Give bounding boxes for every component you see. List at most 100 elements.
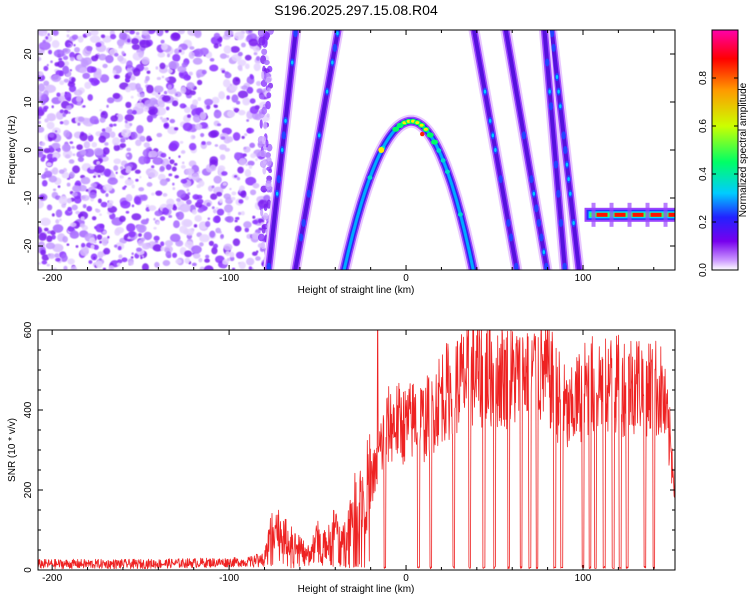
band-spur bbox=[645, 202, 650, 227]
streak-core bbox=[514, 262, 519, 270]
noise-blob bbox=[131, 213, 142, 221]
noise-blob bbox=[145, 218, 150, 222]
streak-core-hot bbox=[290, 60, 294, 65]
noise-blob bbox=[171, 166, 177, 172]
noise-blob bbox=[148, 205, 157, 212]
noise-blob bbox=[180, 178, 188, 184]
band-green bbox=[589, 212, 675, 217]
noise-blob bbox=[40, 156, 45, 162]
noise-blob bbox=[258, 144, 262, 148]
noise-blob bbox=[116, 39, 125, 47]
noise-blob bbox=[41, 180, 48, 187]
streak-core bbox=[506, 218, 511, 227]
noise-blob bbox=[47, 32, 51, 37]
noise-blob bbox=[124, 30, 131, 33]
noise-blob bbox=[102, 267, 107, 270]
noise-blob bbox=[67, 225, 75, 232]
noise-blob bbox=[71, 34, 79, 40]
noise-blob bbox=[263, 121, 268, 129]
noise-blob bbox=[182, 122, 193, 132]
noise-blob bbox=[249, 98, 256, 104]
noise-blob bbox=[119, 175, 124, 179]
noise-blob bbox=[118, 254, 123, 259]
noise-blob bbox=[226, 95, 230, 100]
noise-blob bbox=[168, 60, 180, 70]
noise-blob bbox=[186, 75, 191, 80]
noise-speckle bbox=[38, 30, 275, 270]
noise-blob bbox=[87, 32, 92, 36]
noise-blob bbox=[74, 91, 77, 94]
noise-blob bbox=[88, 260, 93, 264]
noise-blob bbox=[266, 113, 270, 118]
band-red bbox=[632, 212, 644, 217]
noise-blob bbox=[89, 35, 101, 44]
noise-blob bbox=[55, 257, 61, 262]
noise-blob bbox=[73, 44, 76, 47]
noise-blob bbox=[91, 141, 98, 148]
noise-blob bbox=[79, 132, 88, 142]
noise-blob bbox=[253, 52, 258, 56]
noise-blob bbox=[115, 171, 118, 175]
noise-blob bbox=[165, 251, 172, 258]
noise-blob bbox=[191, 245, 202, 254]
noise-blob bbox=[90, 244, 95, 250]
noise-blob bbox=[173, 220, 180, 229]
noise-blob bbox=[88, 132, 91, 136]
noise-blob bbox=[169, 118, 176, 124]
noise-blob bbox=[215, 227, 221, 234]
noise-blob bbox=[172, 187, 176, 190]
colorbar: 0.0 0.2 0.4 0.6 0.8 Normalized spectral ampl… bbox=[698, 29, 749, 277]
noise-blob bbox=[161, 95, 171, 102]
noise-blob bbox=[63, 78, 69, 83]
noise-blob bbox=[143, 66, 149, 71]
noise-blob bbox=[162, 192, 168, 197]
noise-blob bbox=[196, 184, 201, 189]
noise-blob bbox=[112, 92, 121, 99]
noise-blob bbox=[67, 206, 72, 212]
noise-blob bbox=[114, 74, 121, 79]
noise-blob bbox=[90, 66, 97, 73]
streak-core-hot bbox=[572, 220, 575, 225]
noise-blob bbox=[122, 186, 126, 190]
noise-blob bbox=[71, 192, 78, 197]
noise-blob bbox=[38, 56, 42, 62]
noise-blob bbox=[246, 127, 255, 134]
noise-blob bbox=[46, 263, 51, 267]
noise-blob bbox=[54, 130, 58, 133]
noise-blob bbox=[102, 63, 108, 69]
noise-blob bbox=[69, 141, 74, 145]
noise-blob bbox=[51, 74, 62, 83]
noise-blob bbox=[46, 162, 53, 167]
noise-blob bbox=[245, 257, 255, 266]
noise-blob bbox=[141, 263, 149, 270]
noise-blob bbox=[184, 106, 191, 114]
spectrogram-ytick-label: 20 bbox=[23, 48, 34, 60]
noise-blob bbox=[219, 53, 228, 59]
noise-blob bbox=[218, 91, 226, 100]
noise-blob bbox=[163, 245, 173, 254]
noise-blob bbox=[215, 207, 219, 210]
noise-blob bbox=[226, 110, 236, 118]
noise-blob bbox=[204, 98, 214, 106]
noise-blob bbox=[58, 57, 63, 61]
noise-blob bbox=[52, 157, 58, 162]
streak-core bbox=[553, 160, 559, 169]
noise-blob bbox=[262, 159, 267, 165]
spectrogram-ytick-label: -10 bbox=[23, 190, 34, 205]
noise-blob bbox=[213, 104, 218, 108]
noise-blob bbox=[62, 55, 69, 60]
spectrogram-ytick-label: 0 bbox=[23, 147, 34, 153]
noise-blob bbox=[237, 59, 247, 67]
noise-blob bbox=[100, 110, 108, 120]
noise-blob bbox=[80, 216, 85, 221]
noise-blob bbox=[97, 52, 100, 56]
streak-core-hot bbox=[275, 191, 279, 196]
noise-blob bbox=[107, 235, 110, 239]
noise-blob bbox=[188, 51, 195, 60]
noise-blob bbox=[125, 165, 132, 173]
noise-blob bbox=[76, 101, 82, 106]
noise-blob bbox=[121, 257, 128, 263]
noise-blob bbox=[222, 182, 228, 187]
noise-blob bbox=[43, 80, 50, 87]
